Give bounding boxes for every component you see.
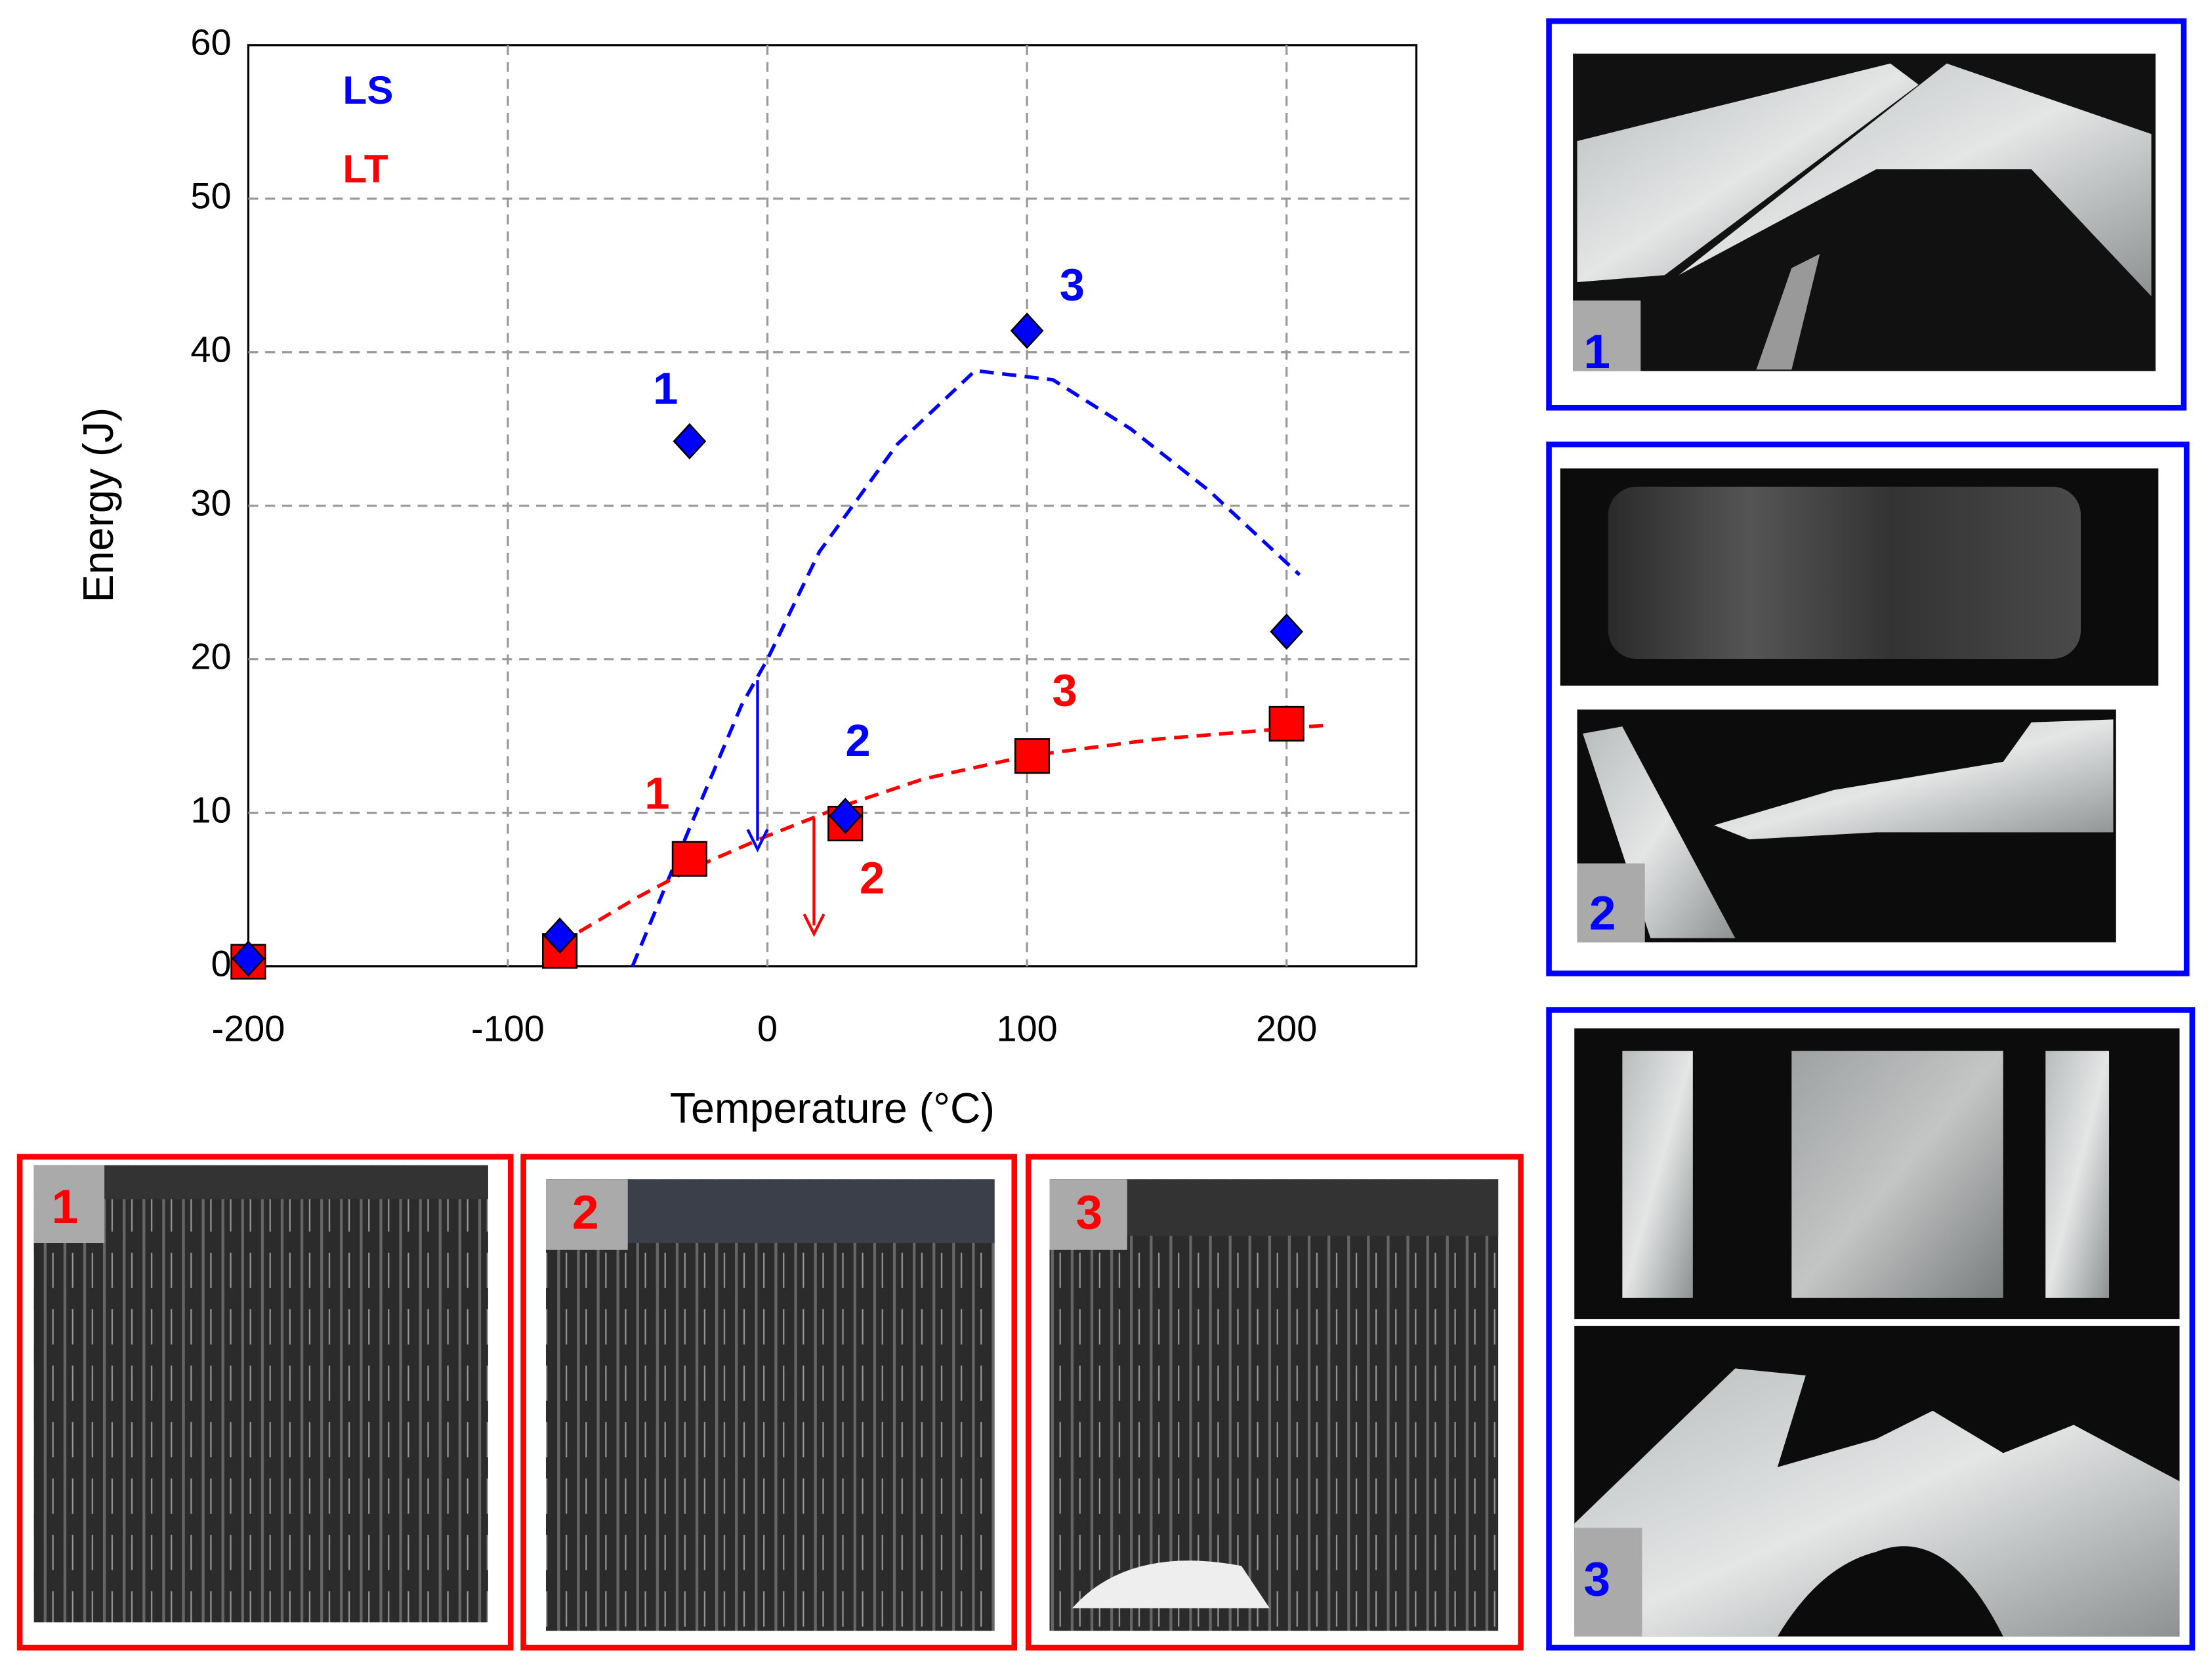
arrow-head bbox=[746, 829, 769, 853]
y-tick-label: 50 bbox=[190, 175, 231, 217]
point-label: 3 bbox=[1060, 260, 1085, 310]
point bbox=[543, 917, 577, 954]
point-label: 3 bbox=[1052, 665, 1077, 716]
legend-entry: LT bbox=[343, 147, 388, 191]
x-tick-label: 100 bbox=[996, 1007, 1057, 1049]
photo-detail bbox=[1714, 719, 2114, 840]
photo bbox=[546, 1179, 995, 1631]
point bbox=[1014, 738, 1051, 774]
photo-detail bbox=[33, 1165, 488, 1200]
panel-label: 2 bbox=[1589, 887, 1616, 940]
y-tick-label: 10 bbox=[190, 789, 231, 830]
photo-detail bbox=[1577, 63, 1919, 282]
label-box bbox=[1577, 863, 1645, 943]
y-axis-title: Energy (J) bbox=[75, 408, 122, 602]
photo bbox=[33, 1165, 488, 1623]
ls-panel-1: 1 bbox=[1546, 18, 2187, 411]
photo-detail bbox=[1072, 1560, 1270, 1608]
panel-label: 1 bbox=[1583, 325, 1610, 379]
y-tick-label: 30 bbox=[190, 482, 231, 523]
y-tick-label: 40 bbox=[190, 329, 231, 370]
panel-label: 2 bbox=[572, 1186, 599, 1239]
trend-line bbox=[631, 369, 1301, 967]
point bbox=[828, 797, 862, 835]
panel-label: 3 bbox=[1075, 1186, 1102, 1239]
legend-entry: LS bbox=[343, 68, 393, 112]
label-box bbox=[33, 1165, 105, 1244]
x-tick-label: 200 bbox=[1256, 1007, 1317, 1049]
label-box bbox=[1574, 1528, 1642, 1637]
ls-panel-3: 3 bbox=[1546, 1007, 2196, 1651]
photo-detail bbox=[2045, 1051, 2110, 1298]
x-tick-label: 0 bbox=[757, 1007, 778, 1049]
point bbox=[1270, 613, 1304, 650]
x-tick-label: -100 bbox=[471, 1007, 545, 1049]
point bbox=[231, 940, 265, 977]
point-label: 2 bbox=[845, 715, 870, 766]
arrows bbox=[746, 680, 825, 938]
point-label: 1 bbox=[653, 363, 678, 413]
y-tick-label: 0 bbox=[211, 942, 232, 984]
ls-panel-2: 2 bbox=[1546, 441, 2190, 976]
photo-detail bbox=[1756, 253, 1820, 370]
photo-detail bbox=[1583, 726, 1736, 938]
x-tick-label: -200 bbox=[211, 1007, 285, 1049]
photo-detail bbox=[1679, 63, 2152, 297]
point bbox=[1010, 312, 1044, 349]
arrow-head bbox=[803, 913, 825, 938]
y-tick-label: 20 bbox=[190, 635, 231, 677]
label-box bbox=[1049, 1179, 1127, 1250]
y-tick-label: 60 bbox=[190, 22, 231, 63]
photo-detail bbox=[1608, 486, 2081, 659]
photo-detail bbox=[1791, 1051, 2003, 1298]
point-label: 2 bbox=[860, 852, 885, 903]
panel-label: 1 bbox=[52, 1181, 79, 1234]
lt-panel-3: 3 bbox=[1025, 1154, 1524, 1651]
panel-label: 3 bbox=[1583, 1553, 1610, 1606]
point bbox=[1268, 705, 1304, 742]
lt-panel-1: 1 bbox=[16, 1154, 514, 1651]
label-box bbox=[546, 1179, 628, 1250]
point bbox=[673, 423, 707, 460]
photo bbox=[1049, 1179, 1499, 1631]
photo-detail bbox=[1622, 1051, 1693, 1298]
x-axis-title: Temperature (°C) bbox=[670, 1085, 995, 1132]
point bbox=[671, 841, 707, 877]
lt-panel-2: 2 bbox=[520, 1154, 1018, 1651]
point-label: 1 bbox=[644, 768, 669, 818]
label-box bbox=[1573, 300, 1641, 371]
photo-detail bbox=[1574, 1368, 2180, 1637]
